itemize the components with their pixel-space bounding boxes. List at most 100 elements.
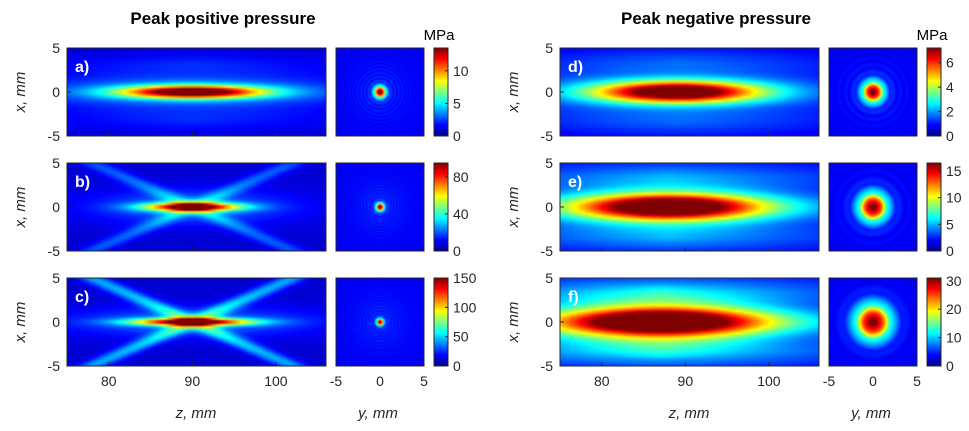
y-axis-label-left: y, mm [357, 405, 398, 422]
x-tick-label: 0 [52, 314, 60, 330]
transverse-heatmap [336, 48, 424, 136]
x-tick-label: 5 [52, 270, 60, 286]
transverse-frame [828, 277, 918, 367]
colorbar-tick-label: 10 [946, 190, 962, 206]
x-tick-label: 0 [545, 199, 553, 215]
colorbar-tick-label: 20 [946, 301, 962, 317]
colorbar-tick-label: 0 [946, 128, 954, 144]
colorbar [433, 47, 449, 137]
x-axis-label: x, mm [505, 302, 522, 344]
panel-label: e) [568, 174, 582, 191]
panel-label: a) [75, 59, 89, 76]
transverse-heatmap [829, 48, 917, 136]
x-tick-label: -5 [48, 243, 61, 259]
z-tick-label: 90 [678, 373, 694, 389]
transverse-frame [335, 47, 425, 137]
panel-label: d) [568, 59, 583, 76]
axial-heatmap [67, 163, 326, 251]
colorbar-tick-label: 50 [453, 329, 469, 345]
colorbar [926, 47, 942, 137]
x-tick-label: 0 [52, 84, 60, 100]
colorbar-tick-label: 150 [453, 270, 477, 286]
z-tick-label: 80 [594, 373, 610, 389]
transverse-frame [828, 162, 918, 252]
transverse-heatmap [336, 163, 424, 251]
colorbar-tick-label: 0 [946, 243, 954, 259]
x-tick-label: -5 [541, 358, 554, 374]
x-tick-label: 5 [52, 155, 60, 171]
unit-label-right: MPa [917, 27, 949, 44]
colorbar-tick-label: 6 [946, 55, 954, 71]
panel-a: a) 5 0 -5 x, mm 10 5 0 [12, 40, 469, 144]
unit-label-left: MPa [424, 27, 456, 44]
transverse-heatmap [336, 278, 424, 366]
colorbar-tick-label: 5 [946, 216, 954, 232]
x-tick-label: 0 [52, 199, 60, 215]
axial-heatmap [67, 278, 326, 366]
x-tick-label: 5 [545, 40, 553, 56]
transverse-frame [828, 47, 918, 137]
colorbar-tick-label: 30 [946, 273, 962, 289]
z-tick-label: 90 [185, 373, 201, 389]
z-tick-label: 80 [101, 373, 117, 389]
axial-heatmap [560, 48, 819, 136]
transverse-frame [335, 277, 425, 367]
x-tick-label: -5 [541, 243, 554, 259]
x-axis-label: x, mm [505, 72, 522, 114]
colorbar-tick-label: 40 [453, 206, 469, 222]
colorbar [433, 162, 449, 252]
y-tick-label: 0 [376, 373, 384, 389]
colorbar [433, 277, 449, 367]
colorbar-tick-label: 5 [453, 95, 461, 111]
panel-d: d) 5 0 -5 x, mm 6 4 2 0 [505, 40, 954, 144]
x-tick-label: 5 [52, 40, 60, 56]
axial-heatmap [560, 163, 819, 251]
colorbar-tick-label: 10 [946, 330, 962, 346]
x-axis-label: x, mm [12, 302, 29, 344]
panel-label: c) [75, 289, 89, 306]
colorbar-tick-label: 100 [453, 299, 477, 315]
colorbar-tick-label: 4 [946, 79, 954, 95]
colorbar-tick-label: 80 [453, 169, 469, 185]
x-tick-label: 0 [545, 84, 553, 100]
x-axis-label: x, mm [12, 187, 29, 229]
x-axis-label: x, mm [12, 72, 29, 114]
colorbar-tick-label: 0 [453, 128, 461, 144]
transverse-heatmap [829, 278, 917, 366]
y-tick-label: -5 [823, 373, 836, 389]
z-tick-label: 100 [757, 373, 781, 389]
y-tick-label: -5 [330, 373, 343, 389]
colorbar-tick-label: 0 [453, 358, 461, 374]
z-axis-label-right: z, mm [668, 405, 710, 422]
colorbar-tick-label: 10 [453, 63, 469, 79]
y-tick-label: 5 [913, 373, 921, 389]
x-tick-label: -5 [48, 358, 61, 374]
axial-heatmap [560, 278, 819, 366]
panel-label: f) [568, 289, 579, 306]
colorbar-tick-label: 0 [453, 243, 461, 259]
z-axis-label-left: z, mm [175, 405, 217, 422]
colorbar [926, 277, 942, 367]
z-tick-label: 100 [264, 373, 288, 389]
axial-heatmap [67, 48, 326, 136]
x-tick-label: -5 [541, 128, 554, 144]
y-tick-label: 0 [869, 373, 877, 389]
colorbar-tick-label: 0 [946, 358, 954, 374]
x-tick-label: -5 [48, 128, 61, 144]
x-tick-label: 5 [545, 270, 553, 286]
colorbar-tick-label: 15 [946, 163, 962, 179]
colorbar [926, 162, 942, 252]
x-tick-label: 0 [545, 314, 553, 330]
panel-label: b) [75, 174, 90, 191]
title-negative: Peak negative pressure [621, 9, 811, 28]
colorbar-tick-label: 2 [946, 104, 954, 120]
y-tick-label: 5 [420, 373, 428, 389]
transverse-frame [335, 162, 425, 252]
transverse-heatmap [829, 163, 917, 251]
y-axis-label-right: y, mm [850, 405, 891, 422]
panel-e: e) 5 0 -5 x, mm 15 10 5 0 [505, 155, 962, 259]
x-axis-label: x, mm [505, 187, 522, 229]
